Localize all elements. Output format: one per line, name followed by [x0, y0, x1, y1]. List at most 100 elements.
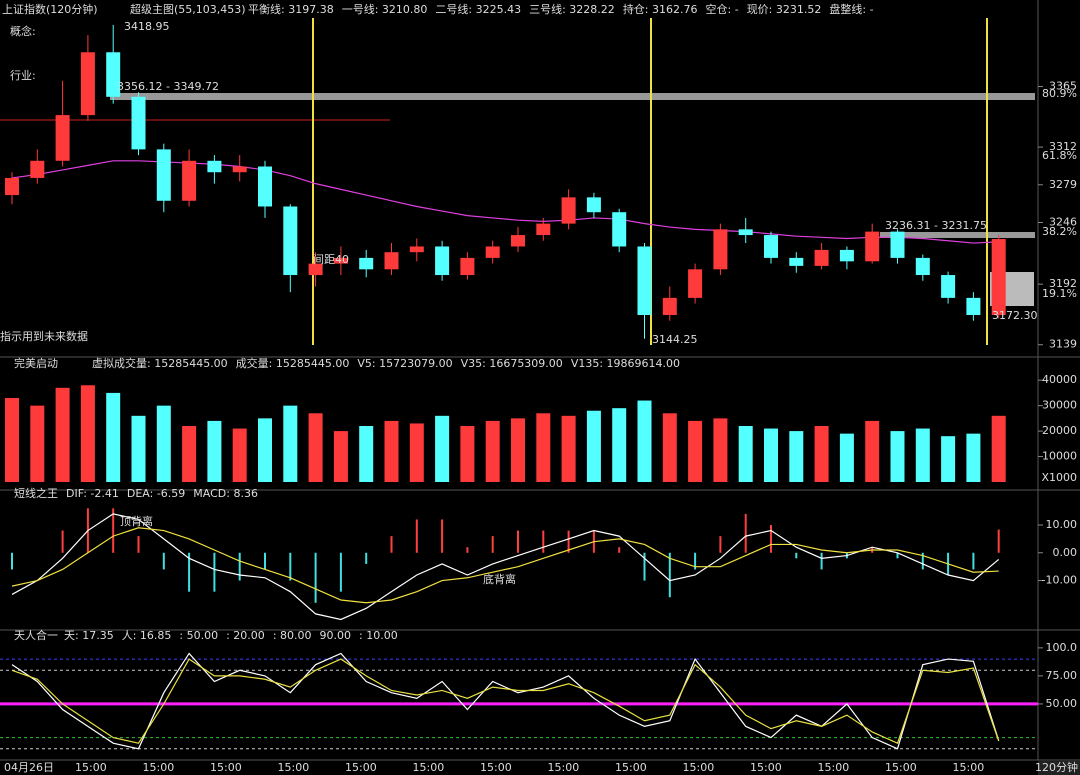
volume-bar — [865, 420, 880, 482]
annotation: 3172.30 — [992, 309, 1038, 322]
candle-body — [131, 96, 146, 150]
period-box — [1038, 761, 1080, 775]
legend-item: 人: 16.85 — [122, 629, 172, 642]
legend-item: 二号线: 3225.43 — [435, 2, 521, 16]
volume-bar — [435, 415, 450, 482]
candle-body — [688, 269, 703, 298]
annotation: 顶背离 — [120, 514, 153, 528]
line — [11, 527, 999, 604]
y-tick-label: -10.00 — [1042, 574, 1077, 587]
volume-bar — [991, 415, 1006, 482]
candle-body — [460, 257, 475, 276]
x-tick-label: 15:00 — [278, 761, 310, 774]
volume-bar — [662, 413, 677, 482]
y-tick-label: 0.00 — [1053, 546, 1078, 559]
candle-body — [106, 52, 121, 97]
legend-item: 三号线: 3228.22 — [529, 2, 615, 16]
x-tick-label: 15:00 — [210, 761, 242, 774]
candle-body — [865, 231, 880, 262]
volume-bar — [359, 426, 374, 482]
candle-body — [561, 197, 576, 224]
annotation: 底背离 — [483, 572, 516, 586]
legend-item: 空仓: - — [706, 2, 739, 16]
candle-body — [941, 275, 956, 298]
candle-body — [738, 229, 753, 236]
legend-item: 一号线: 3210.80 — [342, 2, 428, 16]
annotation: 3144.25 — [652, 333, 698, 346]
band — [110, 93, 1035, 100]
volume-bar — [738, 426, 753, 482]
y-tick-label: 3246 — [1049, 215, 1077, 228]
volume-bar — [966, 433, 981, 482]
annotation: 3356.12 - 3349.72 — [117, 80, 219, 93]
candle-body — [55, 115, 70, 161]
volume-bar — [941, 436, 956, 482]
x-tick-label: 15:00 — [750, 761, 782, 774]
legend-item: DIF: -2.41 — [66, 487, 119, 500]
candle-body — [359, 257, 374, 270]
volume-bar — [561, 415, 576, 482]
x-tick-label: 15:00 — [953, 761, 985, 774]
candle-body — [814, 249, 829, 266]
annotation: 指示用到未来数据 — [0, 329, 88, 343]
candle-body — [333, 257, 348, 264]
volume-bar — [182, 426, 197, 482]
y-tick-label: 40000 — [1042, 373, 1077, 386]
volume-bar — [460, 426, 475, 482]
y-tick-label: 100.0 — [1046, 641, 1078, 654]
legend-item: : 50.00 — [179, 629, 218, 642]
x-tick-label: 15:00 — [548, 761, 580, 774]
candle-body — [308, 263, 323, 276]
ratio-label: 61.8% — [1042, 149, 1077, 162]
legend-item: 90.00 — [320, 629, 352, 642]
volume-bar — [207, 420, 222, 482]
volume-bar — [789, 431, 804, 482]
candle-body — [991, 239, 1006, 316]
volume-bar — [612, 408, 627, 482]
candle-body — [156, 149, 171, 201]
y-tick-label: 75.00 — [1046, 669, 1078, 682]
legend-item: 现价: 3231.52 — [747, 3, 822, 16]
volume-bar — [258, 418, 272, 482]
title: 完美启动 — [14, 356, 58, 370]
legend-item: V5: 15723079.00 — [357, 357, 452, 370]
volume-bar — [637, 400, 652, 482]
x-tick-label: 15:00 — [345, 761, 377, 774]
legend-item: 成交量: 15285445.00 — [236, 356, 350, 370]
volume-bar — [890, 431, 905, 482]
x-tick-label: 15:00 — [413, 761, 445, 774]
legend-item: : 20.00 — [226, 629, 265, 642]
candle-body — [232, 166, 247, 173]
volume-bar — [283, 405, 298, 482]
volume-bar — [5, 398, 19, 482]
y-tick-label: 3312 — [1049, 140, 1077, 153]
title: 上证指数(120分钟) — [2, 2, 98, 16]
legend-item: 天: 17.35 — [64, 629, 114, 642]
ratio-label: 38.2% — [1042, 225, 1077, 238]
candle-body — [536, 223, 551, 236]
title: 天人合一 — [14, 628, 58, 642]
volume-bar — [839, 433, 854, 482]
x-tick-label: 04月26日 — [4, 761, 54, 774]
volume-bar — [511, 418, 525, 482]
volume-bar — [688, 420, 703, 482]
volume-bar — [713, 418, 728, 482]
volume-bar — [156, 405, 171, 482]
x-tick-label: 15:00 — [683, 761, 715, 774]
candle-body — [586, 197, 601, 213]
y-tick-label: 30000 — [1042, 399, 1077, 412]
candle-body — [435, 246, 450, 276]
candle-body — [789, 257, 804, 266]
legend-item: V135: 19869614.00 — [571, 357, 680, 370]
y-tick-label: 3279 — [1049, 178, 1077, 191]
legend-item: 平衡线: 3197.38 — [248, 2, 334, 16]
y-tick-label: 10000 — [1042, 450, 1077, 463]
volume-bar — [308, 413, 323, 482]
volume-bar — [232, 428, 247, 482]
candle-body — [890, 231, 905, 258]
x-tick-label: 15:00 — [885, 761, 917, 774]
volume-bar — [333, 431, 348, 482]
volume-bar — [80, 385, 95, 482]
